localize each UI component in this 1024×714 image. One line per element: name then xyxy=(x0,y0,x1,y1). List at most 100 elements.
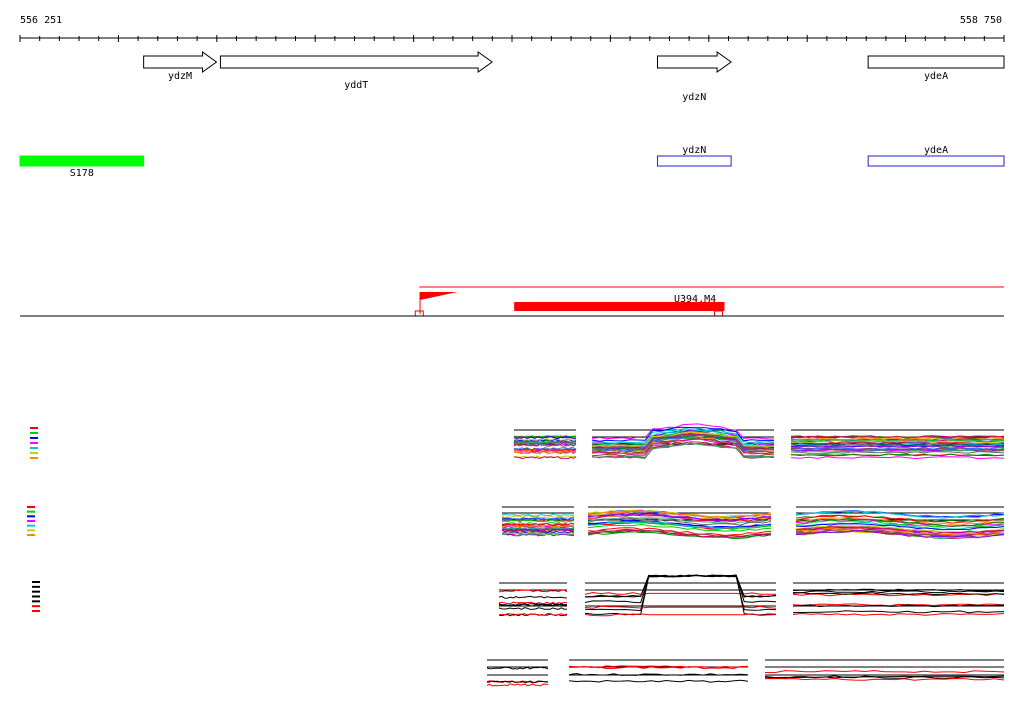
gene-label-ydeA: ydeA xyxy=(924,71,948,82)
gene-box-ydeA xyxy=(867,55,1005,69)
profile-trace xyxy=(790,453,1005,457)
profile-trace xyxy=(486,680,549,684)
annotation-label-ydea: ydeA xyxy=(924,145,948,156)
coordinate-ruler: 556 251 558 750 xyxy=(19,15,1005,42)
profile-trace xyxy=(792,604,1005,608)
gene-yddT: yddT xyxy=(219,51,493,91)
gene-arrow-yddT xyxy=(219,51,493,73)
profile-panel-2 xyxy=(27,506,1005,540)
profile-trace xyxy=(486,666,549,670)
annotation-label-ydzn: ydzN xyxy=(682,145,706,156)
annotation-bar-s178 xyxy=(19,155,145,167)
profile-trace xyxy=(568,665,749,670)
profile-trace xyxy=(792,610,1005,614)
profile-trace xyxy=(764,677,1005,681)
profile-trace xyxy=(791,440,1005,443)
profile-trace xyxy=(513,447,577,451)
profile-trace xyxy=(790,456,1005,460)
gene-ydzM: ydzM xyxy=(143,51,218,82)
profile-trace xyxy=(795,510,1005,519)
profile-trace xyxy=(584,591,777,595)
u394-flag xyxy=(420,292,458,300)
u394-m4-label: U394,M4 xyxy=(674,294,716,305)
profile-trace xyxy=(568,679,749,683)
profile-trace xyxy=(513,456,577,460)
profile-trace xyxy=(588,521,772,530)
profile-trace xyxy=(498,589,568,593)
profile-trace xyxy=(584,574,777,612)
feature-marker-left xyxy=(414,310,424,317)
ruler-start-label: 556 251 xyxy=(20,15,62,26)
profile-trace xyxy=(501,524,575,528)
gene-label-ydzN: ydzN xyxy=(682,92,706,103)
gene-arrow-ydzN xyxy=(656,51,732,73)
profile-trace xyxy=(792,588,1005,592)
profile-trace xyxy=(513,447,577,451)
profile-trace xyxy=(584,605,777,609)
profile-trace xyxy=(795,517,1005,527)
profile-trace xyxy=(795,527,1005,536)
profile-trace xyxy=(764,670,1005,674)
expression-profile-panels xyxy=(27,423,1005,687)
profile-trace xyxy=(587,516,772,525)
profile-trace xyxy=(587,510,772,519)
profile-trace xyxy=(513,451,577,455)
profile-trace xyxy=(790,441,1005,445)
annotation-bar-ydea xyxy=(867,155,1005,167)
gene-label-yddT: yddT xyxy=(344,80,368,91)
profile-panel-1 xyxy=(30,423,1005,460)
feature-marker-right xyxy=(714,310,724,317)
profile-trace xyxy=(486,683,549,687)
profile-trace xyxy=(498,595,568,599)
profile-trace xyxy=(790,438,1005,442)
profile-trace xyxy=(584,574,777,604)
profile-trace xyxy=(792,590,1005,594)
profile-trace xyxy=(501,530,575,534)
profile-trace xyxy=(587,529,772,538)
profile-trace xyxy=(501,517,575,521)
profile-trace xyxy=(501,513,575,517)
profile-trace xyxy=(587,531,772,540)
annotation-track: S178 ydzN ydeA xyxy=(19,145,1005,179)
ruler-end-label: 558 750 xyxy=(960,15,1002,26)
profile-trace xyxy=(795,521,1005,530)
profile-trace xyxy=(591,436,775,452)
profile-trace xyxy=(591,426,775,442)
gene-ydeA: ydeA xyxy=(867,55,1005,82)
profile-trace xyxy=(584,574,777,598)
annotation-s178: S178 xyxy=(19,155,145,179)
profile-trace xyxy=(498,612,568,617)
profile-trace xyxy=(513,443,577,447)
profile-trace xyxy=(764,675,1005,679)
profile-trace xyxy=(584,613,777,617)
profile-panel-4 xyxy=(486,659,1005,687)
profile-trace xyxy=(513,441,577,445)
profile-trace xyxy=(591,423,775,440)
profile-trace xyxy=(795,523,1005,531)
annotation-ydea: ydeA xyxy=(867,145,1005,167)
profile-trace xyxy=(584,574,777,616)
annotation-ydzn: ydzN xyxy=(656,145,732,167)
profile-trace xyxy=(587,513,772,522)
profile-trace xyxy=(568,665,749,669)
profile-trace xyxy=(587,523,772,532)
profile-trace xyxy=(791,444,1005,448)
profile-trace xyxy=(591,442,775,459)
profile-trace xyxy=(795,529,1004,537)
profile-trace xyxy=(568,672,749,676)
profile-trace xyxy=(502,524,575,528)
profile-trace xyxy=(498,607,568,610)
profile-trace xyxy=(501,531,575,535)
gene-arrow-ydzM xyxy=(143,51,218,73)
profile-trace xyxy=(591,438,775,454)
gene-track: ydzM yddT ydzN ydeA xyxy=(143,51,1005,103)
profile-trace xyxy=(501,515,575,519)
profile-trace xyxy=(587,514,772,523)
profile-trace xyxy=(795,509,1005,519)
profile-trace xyxy=(795,516,1005,526)
profile-trace xyxy=(591,428,775,445)
profile-trace xyxy=(790,446,1005,450)
profile-trace xyxy=(501,533,575,537)
profile-panel-3 xyxy=(32,574,1005,617)
